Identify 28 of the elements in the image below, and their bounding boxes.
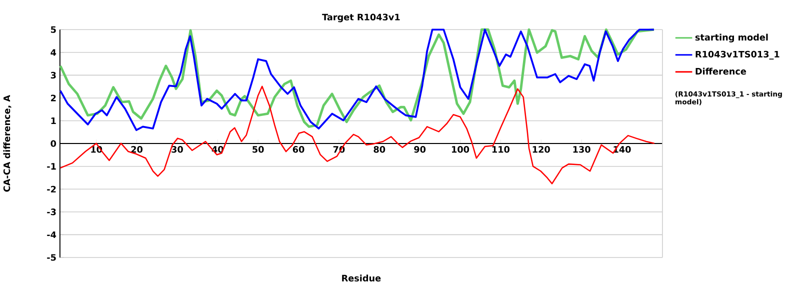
y-tick-label: 5 — [50, 26, 56, 33]
chart-title: Target R1043v1 — [322, 14, 400, 22]
x-tick-label: 90 — [414, 146, 426, 153]
x-tick-label: 100 — [452, 146, 470, 153]
x-tick-label: 80 — [374, 146, 386, 153]
y-tick-label: -1 — [47, 162, 56, 170]
y-tick-label: -4 — [47, 231, 56, 238]
legend-label: starting model — [695, 34, 768, 42]
x-tick-label: 120 — [532, 146, 550, 153]
y-axis-title: CA-CA difference, A — [3, 94, 12, 192]
y-tick-label: 3 — [50, 72, 56, 78]
x-tick-label: 110 — [492, 146, 510, 153]
x-tick-label: 60 — [292, 146, 304, 153]
legend-label: Difference — [696, 68, 746, 74]
x-axis-title: Residue — [342, 274, 381, 282]
y-tick-label: -3 — [47, 208, 56, 216]
x-tick-label: 20 — [131, 146, 143, 153]
y-tick-label: -5 — [47, 254, 56, 261]
x-tick-label: 50 — [252, 146, 264, 153]
x-tick-label: 130 — [573, 146, 590, 153]
legend-label: R1043v1TS013_1 — [696, 50, 780, 60]
y-tick-label: -2 — [47, 186, 56, 192]
y-tick-label: 0 — [50, 140, 56, 147]
y-tick-label: 4 — [50, 49, 56, 56]
y-tick-label: 2 — [50, 94, 56, 102]
y-tick-label: 1 — [51, 117, 56, 124]
line-series — [60, 86, 655, 184]
x-tick-label: 30 — [172, 146, 183, 153]
